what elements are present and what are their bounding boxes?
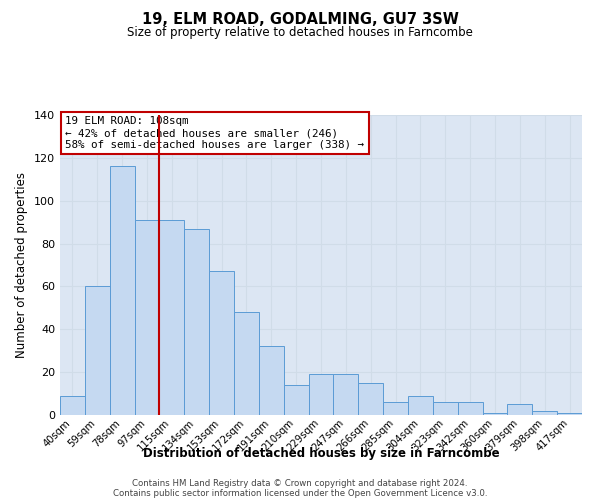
Text: 19 ELM ROAD: 108sqm
← 42% of detached houses are smaller (246)
58% of semi-detac: 19 ELM ROAD: 108sqm ← 42% of detached ho… [65, 116, 364, 150]
Bar [284, 385, 308, 415]
Bar [184, 228, 209, 415]
Text: Contains HM Land Registry data © Crown copyright and database right 2024.: Contains HM Land Registry data © Crown c… [132, 479, 468, 488]
Bar [458, 402, 482, 415]
Bar [482, 413, 508, 415]
Bar [134, 220, 160, 415]
Text: Size of property relative to detached houses in Farncombe: Size of property relative to detached ho… [127, 26, 473, 39]
Bar [358, 383, 383, 415]
Bar [433, 402, 458, 415]
Y-axis label: Number of detached properties: Number of detached properties [16, 172, 28, 358]
Bar [557, 413, 582, 415]
Bar [308, 374, 334, 415]
Bar [334, 374, 358, 415]
Bar [60, 396, 85, 415]
Bar [259, 346, 284, 415]
Bar [383, 402, 408, 415]
Bar [234, 312, 259, 415]
Bar [508, 404, 532, 415]
Bar [532, 410, 557, 415]
Bar [209, 272, 234, 415]
Text: 19, ELM ROAD, GODALMING, GU7 3SW: 19, ELM ROAD, GODALMING, GU7 3SW [142, 12, 458, 28]
Bar [85, 286, 110, 415]
Text: Distribution of detached houses by size in Farncombe: Distribution of detached houses by size … [143, 448, 499, 460]
Text: Contains public sector information licensed under the Open Government Licence v3: Contains public sector information licen… [113, 489, 487, 498]
Bar [110, 166, 134, 415]
Bar [408, 396, 433, 415]
Bar [160, 220, 184, 415]
